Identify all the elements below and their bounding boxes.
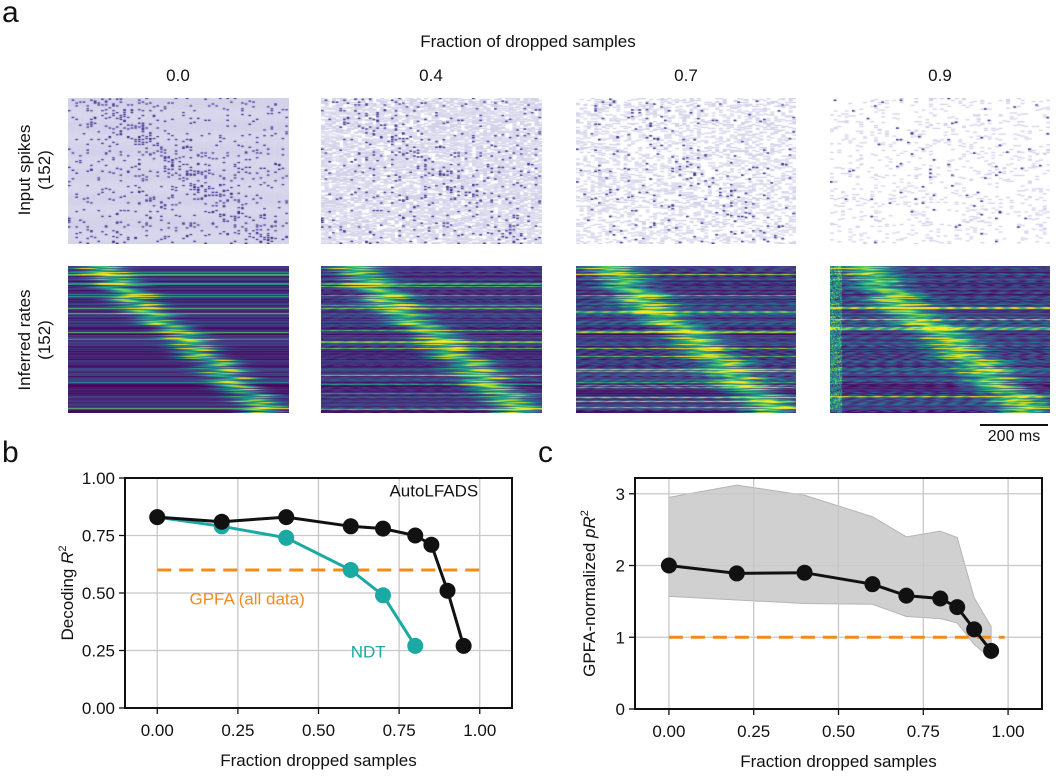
data-point: [966, 621, 983, 638]
x-axis-label: Fraction dropped samples: [740, 752, 937, 771]
y-axis-label: GPFA-normalized pR2: [579, 510, 599, 677]
y-label-sup: 2: [579, 510, 591, 516]
x-tick-label: 0.50: [302, 721, 335, 740]
column-label: 0.0: [166, 66, 190, 85]
series-label: NDT: [351, 642, 386, 661]
data-point: [407, 637, 424, 654]
spike-raster: [68, 98, 289, 244]
data-point: [375, 520, 391, 537]
data-point: [342, 562, 359, 578]
rates-heatmap: [576, 266, 796, 413]
data-point: [983, 642, 1000, 659]
y-tick-label: 0.75: [82, 527, 115, 546]
column-label: 0.4: [419, 66, 443, 85]
data-point: [149, 509, 166, 526]
panel-c-label: c: [538, 436, 553, 469]
y-label-var: pR: [580, 516, 599, 539]
data-point: [213, 513, 230, 530]
y-tick-label: 1.00: [82, 469, 115, 488]
axes-frame: [124, 477, 513, 709]
data-point: [796, 564, 813, 581]
series-label: GPFA (all data): [190, 590, 305, 609]
y-label-var: R: [58, 552, 77, 564]
axes-frame: [634, 477, 1043, 710]
x-tick-label: 0.00: [141, 721, 174, 740]
y-tick-label: 0.50: [82, 584, 115, 603]
panel-a-label: a: [2, 0, 19, 29]
x-tick-label: 0.75: [907, 722, 940, 741]
rates-heatmap: [321, 266, 542, 413]
x-axis-label: Fraction dropped samples: [220, 751, 417, 770]
data-point: [455, 637, 472, 654]
spike-raster: [321, 98, 542, 244]
data-point: [728, 565, 745, 582]
data-point: [898, 587, 915, 604]
data-point: [375, 587, 391, 604]
scale-bar: [980, 424, 1048, 426]
y-label-text: Decoding: [58, 564, 77, 641]
data-point: [439, 582, 456, 599]
x-tick-label: 0.50: [822, 722, 855, 741]
series-line: [157, 515, 417, 647]
x-tick-label: 1.00: [992, 722, 1025, 741]
rates-heatmap: [68, 266, 289, 413]
data-point: [342, 518, 359, 535]
data-point: [660, 557, 677, 574]
x-tick-label: 0.75: [383, 721, 416, 740]
column-label: 0.9: [928, 66, 952, 85]
rates-heatmap: [830, 266, 1050, 413]
x-tick-label: 1.00: [463, 721, 496, 740]
panel-b-label: b: [2, 436, 19, 469]
y-tick-label: 3: [616, 485, 625, 504]
spike-raster: [576, 98, 796, 244]
data-point: [278, 529, 295, 546]
data-point: [423, 536, 440, 553]
y-tick-label: 0.25: [82, 642, 115, 661]
y-tick-label: 0.00: [82, 699, 115, 718]
x-tick-label: 0.25: [737, 722, 770, 741]
y-tick-label: 2: [616, 557, 625, 576]
x-tick-label: 0.25: [221, 721, 254, 740]
data-point: [932, 590, 949, 607]
y-tick-label: 1: [616, 628, 625, 647]
y-axis-label: Decoding R2: [57, 546, 77, 641]
y-label-sup: 2: [57, 546, 69, 552]
spike-raster: [830, 98, 1050, 244]
y-tick-label: 0: [616, 700, 625, 719]
scale-bar-label: 200 ms: [987, 428, 1041, 445]
data-point: [278, 509, 295, 526]
data-point: [949, 599, 966, 616]
column-label: 0.7: [674, 66, 698, 85]
data-point: [407, 527, 424, 544]
y-label-text: GPFA-normalized: [580, 538, 599, 677]
series-label: AutoLFADS: [389, 481, 478, 500]
data-point: [864, 576, 881, 593]
panel-a-title: Fraction of dropped samples: [420, 32, 636, 51]
x-tick-label: 0.00: [652, 722, 685, 741]
